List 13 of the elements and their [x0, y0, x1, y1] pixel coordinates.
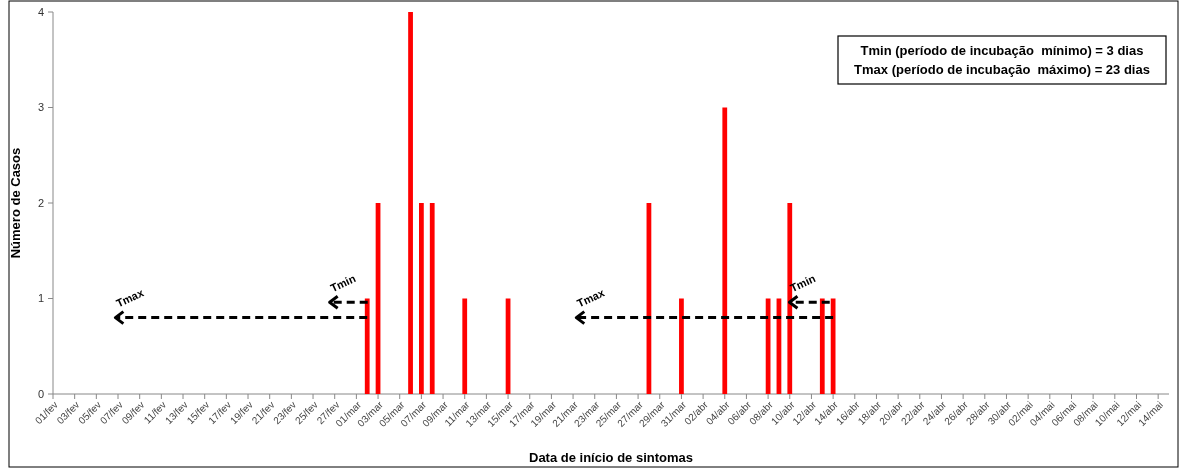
y-tick-label: 3	[37, 101, 44, 114]
x-axis-title: Data de início de sintomas	[529, 450, 693, 465]
annotation: Tmax	[114, 286, 147, 310]
y-tick-label: 1	[37, 292, 44, 305]
annotation: Tmin	[788, 272, 818, 295]
y-tick-label: 2	[37, 196, 44, 209]
y-tick-label: 4	[37, 5, 44, 18]
annotation: Tmin	[328, 272, 358, 295]
annotation: Tmax	[575, 286, 607, 310]
annotation: Tmin (período de incubação mínimo) = 3 dias	[860, 43, 1144, 58]
y-tick-label: 0	[37, 387, 44, 400]
annotation: Tmax (período de incubação máximo) = 23 dias	[854, 62, 1150, 77]
y-axis-title: Número de Casos	[8, 147, 23, 259]
